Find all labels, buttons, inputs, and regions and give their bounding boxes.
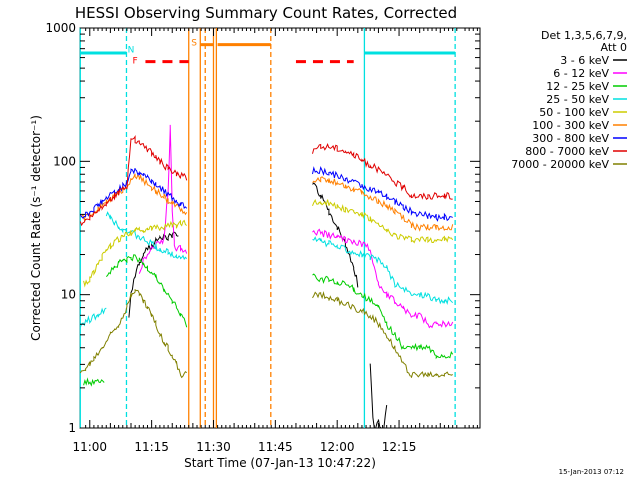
mode-boundary-lines [79,28,456,428]
axis-ticks: 11:00 11:15 11:30 11:45 12:00 12:15 1 10 100 1000 [45,21,480,454]
series-line-300-800-kev-1 [312,165,453,222]
series-line-6-12-kev-1 [312,228,454,329]
legend-header-attenuator: Att 0 [601,41,627,54]
legend-label-3-6-kev: 3 - 6 keV [560,54,609,67]
legend-label-300-800-kev: 300 - 800 keV [532,132,609,145]
series-line-25-50-kev-1 [105,211,188,261]
flag-label-f: F [133,57,138,67]
x-tick-label: 12:00 [320,440,355,454]
y-axis-label: Corrected Count Rate (s⁻¹ detector⁻¹) [29,115,43,341]
series-line-300-800-kev-0 [79,167,188,219]
series-line-100-300-kev-0 [80,173,188,222]
legend-label-12-25-kev: 12 - 25 keV [546,80,609,93]
flag-label-n: N [128,45,135,55]
series-line-800-7000-kev-0 [79,134,188,227]
legend-label-800-7000-kev: 800 - 7000 keV [525,145,609,158]
series-line-3-6-kev-1 [312,182,359,288]
y-tick-label: 1 [68,421,76,435]
series-line-25-50-kev-2 [312,236,454,305]
series-line-7000-20000-kev-0 [79,288,188,379]
generated-timestamp: 15-Jan-2013 07:12 [559,468,624,476]
series-line-7000-20000-kev-1 [312,290,453,378]
series-line-12-25-kev-1 [105,254,188,328]
x-tick-label: 11:00 [72,440,107,454]
legend-label-7000-20000-kev: 7000 - 20000 keV [511,158,609,171]
x-axis-label: Start Time (07-Jan-13 10:47:22) [184,456,376,470]
series-group [79,124,454,429]
series-line-800-7000-kev-1 [312,142,453,200]
x-tick-label: 11:15 [134,440,169,454]
x-tick-label: 12:15 [382,440,417,454]
legend-label-50-100-kev: 50 - 100 keV [539,106,609,119]
legend-label-25-50-kev: 25 - 50 keV [546,93,609,106]
flag-bars: NF S [80,38,456,67]
x-tick-label: 11:45 [258,440,293,454]
series-line-12-25-kev-2 [312,273,454,360]
series-line-6-12-kev-0 [138,124,188,274]
y-tick-label: 1000 [45,21,76,35]
series-line-3-6-kev-2 [369,363,388,429]
y-tick-label: 10 [61,288,76,302]
x-tick-label: 11:30 [196,440,231,454]
series-line-100-300-kev-1 [312,176,454,232]
series-line-50-100-kev-0 [83,219,188,288]
series-line-50-100-kev-1 [312,199,454,244]
series-line-25-50-kev-0 [79,307,107,328]
legend-label-6-12-kev: 6 - 12 keV [553,67,609,80]
legend-header-detectors: Det 1,3,5,6,7,9, [541,29,627,42]
series-line-12-25-kev-0 [83,377,105,387]
legend-label-100-300-kev: 100 - 300 keV [532,119,609,132]
y-tick-label: 100 [53,154,76,168]
flag-label-s: S [191,38,197,48]
chart-title: HESSI Observing Summary Count Rates, Cor… [75,4,457,22]
